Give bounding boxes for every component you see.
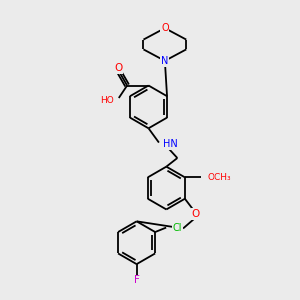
Text: O: O	[161, 23, 169, 33]
Text: O: O	[114, 63, 122, 73]
Text: OCH₃: OCH₃	[207, 173, 231, 182]
Text: Cl: Cl	[173, 223, 182, 232]
Text: N: N	[161, 56, 169, 66]
Text: F: F	[134, 275, 140, 286]
Text: HO: HO	[100, 96, 113, 105]
Text: HN: HN	[163, 139, 178, 149]
Text: O: O	[192, 209, 200, 219]
